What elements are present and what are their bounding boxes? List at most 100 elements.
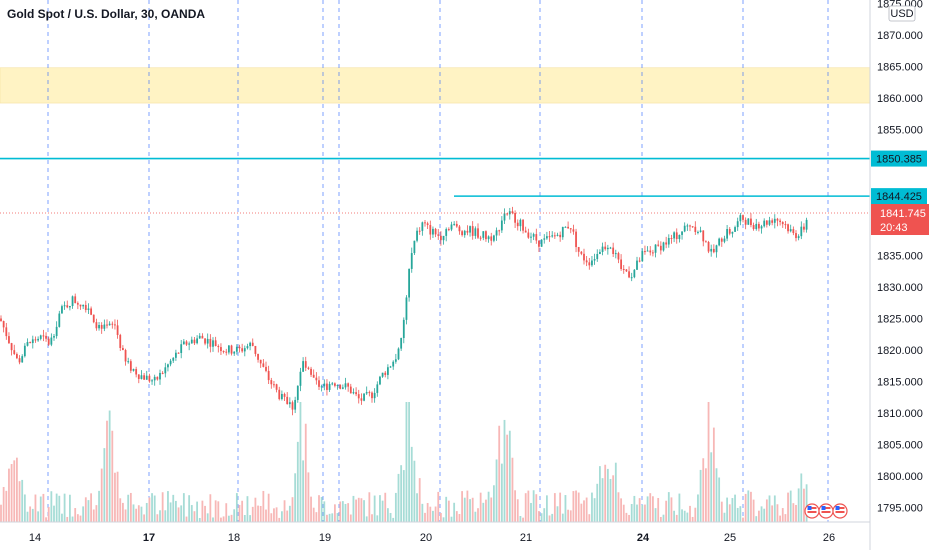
horizontal-lines[interactable] [0,157,870,214]
event-flag-stripe [821,511,831,513]
volume-bar [302,460,304,522]
volume-bar [532,490,535,522]
candle-body [39,335,42,339]
candle-body [461,231,463,236]
volume-bar [432,510,434,522]
volume-bar [151,493,153,522]
volume-bar [90,493,92,522]
candle-body [135,369,138,375]
volume-bar [368,492,371,522]
candle-body [750,218,752,226]
volume-bar [384,492,387,522]
volume-bar [379,495,381,522]
candle-body [426,223,429,226]
candle-body [405,297,408,320]
volume-bar [400,465,403,522]
volume-bar [349,514,352,522]
volume-bar [307,472,310,522]
candle-body [140,375,143,379]
y-tick-label: 1810.000 [877,408,923,420]
volume-bar [747,490,750,522]
volume-bar [180,505,183,522]
candle-body [734,227,736,232]
economic-event-icons[interactable] [804,503,848,519]
volume-bar [797,488,800,522]
candle-body [601,246,604,252]
candle-body [26,342,29,346]
volume-bar [511,457,514,522]
candle-body [159,372,161,380]
volume-bar [556,506,559,522]
candle-body [514,213,516,223]
volume-bar [803,488,805,522]
candle-body [156,376,159,380]
candle-body [553,235,556,237]
candle-body [196,338,198,344]
candle-body [249,342,251,347]
volume-bar [580,503,583,522]
candle-body [294,399,297,410]
y-tick-label: 1815.000 [877,377,923,389]
candle-body [524,230,527,233]
volume-bar [357,497,360,522]
candle-body [646,250,649,252]
time-axis[interactable]: 14 17 18 19 20 21 24 25 26 [0,521,870,544]
candle-body [111,323,114,325]
candle-body [381,372,384,377]
candle-body [424,222,426,224]
volume-bar [482,502,485,522]
volume-bar [731,498,734,522]
volume-bar [79,515,82,522]
volume-bar [127,494,130,522]
candle-body [270,380,273,385]
candle-body [265,366,267,371]
volume-bar [723,512,726,522]
event-flag-stripe [807,507,817,509]
candle-body [519,219,522,227]
volume-bar [416,493,418,522]
candle-body [16,353,18,359]
volume-bar [249,515,251,522]
candle-body [394,359,397,362]
volume-bar [328,513,331,522]
candle-body [667,238,670,245]
candle-body [379,376,381,385]
candle-body [344,383,347,388]
candle-body [604,246,607,250]
candle-body [34,339,37,341]
candle-body [495,230,498,236]
candle-body [710,248,713,252]
volume-bar [55,493,58,522]
volume-bar [45,517,47,522]
candle-body [185,341,188,345]
currency-label: USD [890,8,913,20]
candle-body [296,385,299,400]
candle-body [742,215,744,220]
candle-body [522,219,524,231]
candle-body [164,367,167,374]
candle-body [636,260,638,270]
event-flag-stripe [835,511,845,513]
volume-bar [524,493,527,522]
y-tick-label: 1875.000 [877,0,923,11]
candle-body [148,375,151,382]
candle-body [450,224,453,230]
candle-body [429,225,432,235]
candle-body [731,231,734,234]
candle-body [755,223,758,230]
volume-bar [437,491,440,522]
volume-bar [206,513,209,522]
candle-body [681,231,683,235]
candle-body [490,236,493,241]
volume-bar [718,477,721,522]
candle-body [23,345,26,357]
candle-body [257,353,259,360]
volume-bar [376,515,379,522]
last-price-label: 1841.745 [880,208,926,220]
candle-body [577,247,580,252]
volume-bar [508,430,511,522]
volume-bar [633,495,636,522]
candle-body [71,296,74,307]
volume-bar [16,457,18,522]
